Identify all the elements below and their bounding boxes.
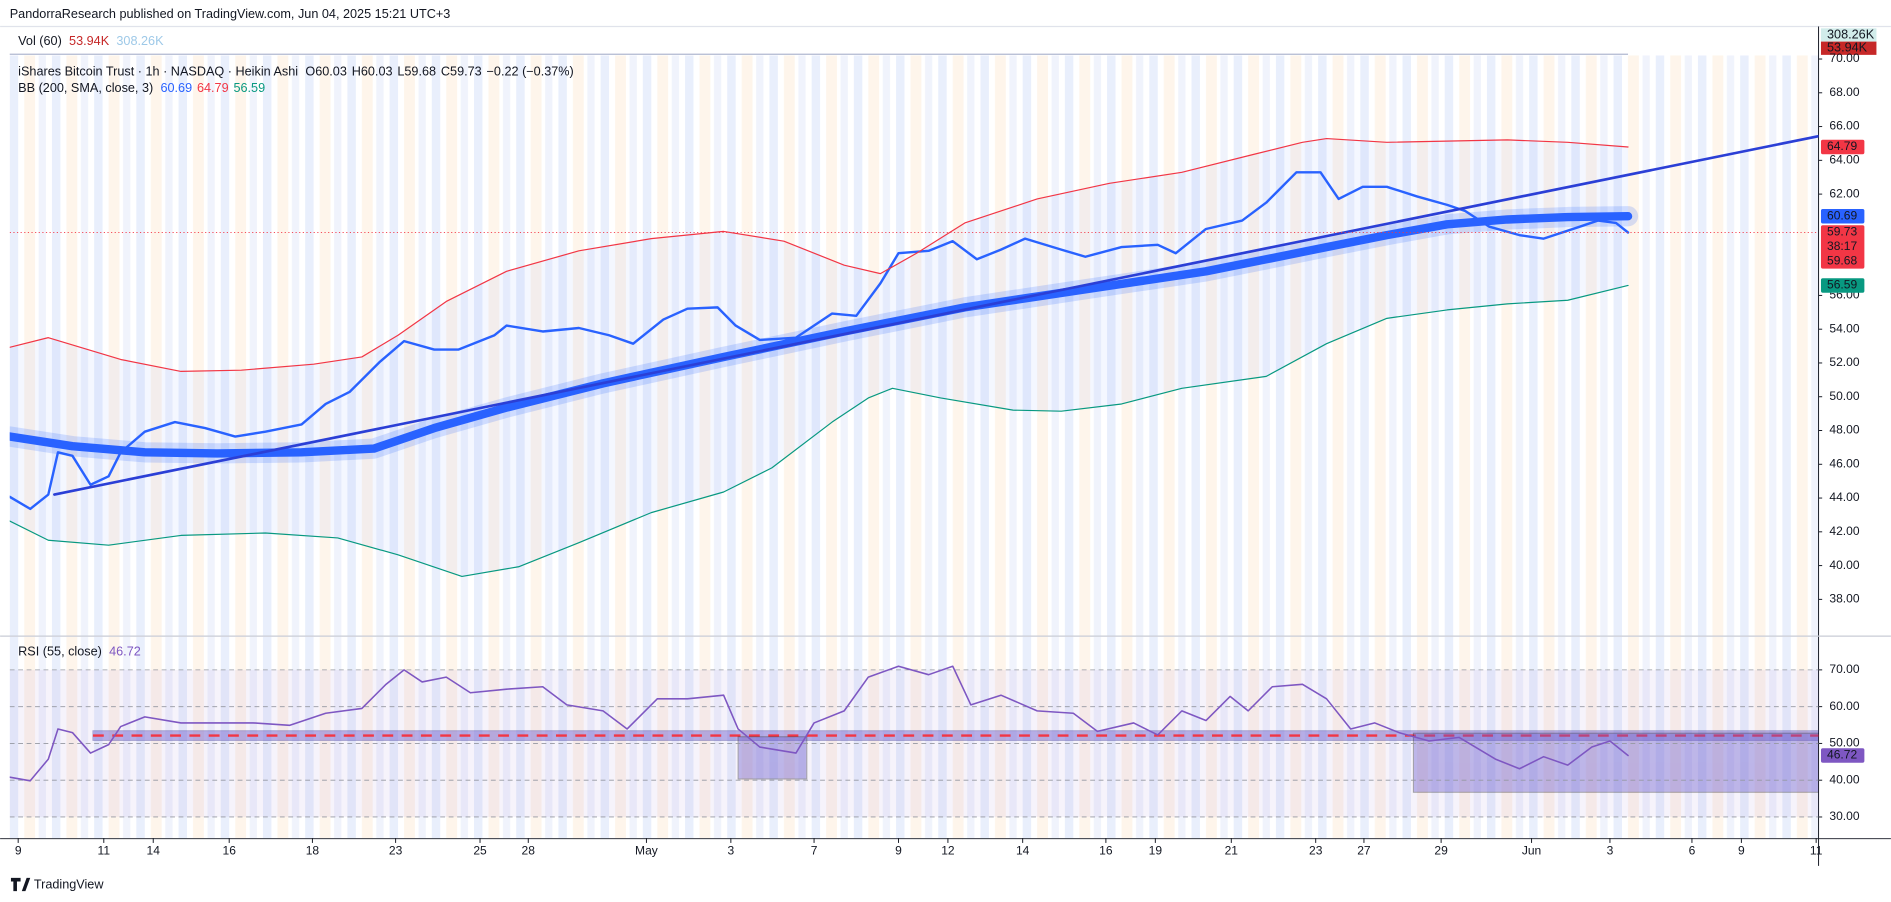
y-tick-label: 68.00 bbox=[1829, 85, 1859, 99]
x-tick-label: 11 bbox=[98, 844, 111, 858]
low-label: 59.68 bbox=[1827, 254, 1857, 268]
x-tick-label: Jun bbox=[1522, 844, 1541, 858]
y-tick-label: 38.00 bbox=[1829, 592, 1859, 606]
symbol-legend: iShares Bitcoin Trust · 1h · NASDAQ · He… bbox=[18, 65, 574, 79]
legend-value: 308.26K bbox=[116, 35, 164, 49]
axis-label-bg bbox=[1820, 278, 1865, 293]
series-line bbox=[9, 284, 1629, 578]
bb-legend: BB (200, SMA, close, 3) 60.69 64.79 56.59 bbox=[18, 82, 265, 96]
x-tick-label: 18 bbox=[306, 844, 320, 858]
x-tick-label: 9 bbox=[15, 844, 22, 858]
x-tick-label: 14 bbox=[147, 844, 161, 858]
price-axis-label: 64.79 bbox=[1827, 139, 1857, 153]
legend-value: H60.03 bbox=[352, 65, 393, 79]
legend-value: 56.59 bbox=[233, 82, 265, 96]
price-axis-label: 56.59 bbox=[1827, 278, 1857, 292]
legend-value: 60.69 bbox=[160, 82, 192, 96]
x-tick-label: 27 bbox=[1357, 844, 1371, 858]
y-tick-label: 40.00 bbox=[1829, 772, 1859, 786]
x-tick-label: 12 bbox=[941, 844, 955, 858]
session-stripes bbox=[9, 55, 1819, 636]
series-line bbox=[53, 134, 1819, 496]
x-tick-label: 3 bbox=[728, 844, 735, 858]
axis-label-bg bbox=[1820, 41, 1877, 55]
x-tick-label: 9 bbox=[895, 844, 902, 858]
axis-label-bg bbox=[1820, 748, 1865, 763]
legend-value: 46.72 bbox=[109, 645, 141, 659]
x-tick-label: 7 bbox=[811, 844, 818, 858]
y-tick-label: 40.00 bbox=[1829, 558, 1859, 572]
x-tick-label: 9 bbox=[1738, 844, 1745, 858]
y-tick-label: 70.00 bbox=[1829, 51, 1859, 65]
y-tick-label: 48.00 bbox=[1829, 423, 1859, 437]
x-tick-label: 21 bbox=[1225, 844, 1239, 858]
y-tick-label: 52.00 bbox=[1829, 355, 1859, 369]
price-axis-label: 46.72 bbox=[1827, 748, 1857, 762]
legend-value: L59.68 bbox=[397, 65, 436, 79]
y-tick-label: 64.00 bbox=[1829, 153, 1859, 167]
volume-axis-label: 53.94K bbox=[1827, 41, 1868, 55]
x-tick-label: 11 bbox=[1810, 844, 1823, 858]
y-tick-label: 42.00 bbox=[1829, 524, 1859, 538]
x-tick-label: 23 bbox=[1309, 844, 1323, 858]
x-tick-label: May bbox=[635, 844, 658, 858]
legend-value: 53.94K bbox=[69, 35, 110, 49]
x-tick-label: 28 bbox=[522, 844, 536, 858]
y-tick-label: 54.00 bbox=[1829, 321, 1859, 335]
x-tick-label: 29 bbox=[1434, 844, 1448, 858]
axis-label-bg bbox=[1820, 139, 1865, 155]
rsi-pane bbox=[9, 665, 1819, 818]
legend-value: 64.79 bbox=[197, 82, 229, 96]
x-tick-label: 16 bbox=[1099, 844, 1113, 858]
x-tick-label: 16 bbox=[223, 844, 237, 858]
volume-legend: Vol (60) 53.94K 308.26K bbox=[18, 35, 164, 49]
y-tick-label: 60.00 bbox=[1829, 699, 1859, 713]
y-tick-label: 66.00 bbox=[1829, 119, 1859, 133]
y-tick-label: 44.00 bbox=[1829, 490, 1859, 504]
volume-axis-label: 308.26K bbox=[1827, 27, 1875, 41]
bb-fill bbox=[9, 138, 1629, 577]
series-line bbox=[9, 171, 1630, 511]
legend-value: −0.22 (−0.37%) bbox=[487, 65, 574, 79]
footer-brand: TradingView bbox=[34, 877, 105, 891]
rsi-legend: RSI (55, close) 46.72 bbox=[18, 645, 141, 659]
axis-label-bg bbox=[1820, 28, 1877, 42]
legend-value: C59.73 bbox=[441, 65, 482, 79]
y-tick-label: 70.00 bbox=[1829, 662, 1859, 676]
axis-label-bg bbox=[1820, 208, 1865, 224]
x-tick-label: 25 bbox=[473, 844, 487, 858]
price-axis-label: 59.73 bbox=[1827, 225, 1857, 239]
y-tick-label: 30.00 bbox=[1829, 809, 1859, 823]
series-line bbox=[9, 137, 1629, 373]
legend-name: iShares Bitcoin Trust · 1h · NASDAQ · He… bbox=[18, 65, 298, 79]
countdown-label: 38:17 bbox=[1827, 239, 1857, 253]
legend-name: BB (200, SMA, close, 3) bbox=[18, 82, 153, 96]
y-tick-label: 50.00 bbox=[1829, 736, 1859, 750]
y-tick-label: 62.00 bbox=[1829, 186, 1859, 200]
y-tick-label: 50.00 bbox=[1829, 389, 1859, 403]
price-pane bbox=[9, 134, 1819, 578]
series-line bbox=[9, 665, 1629, 782]
x-tick-label: 19 bbox=[1149, 844, 1163, 858]
legend-name: RSI (55, close) bbox=[18, 645, 102, 659]
y-tick-label: 46.00 bbox=[1829, 456, 1859, 470]
axis-label-bg bbox=[1820, 225, 1865, 269]
x-tick-label: 23 bbox=[389, 844, 403, 858]
x-tick-label: 6 bbox=[1689, 844, 1696, 858]
legend-value: O60.03 bbox=[305, 65, 347, 79]
x-tick-label: 14 bbox=[1016, 844, 1030, 858]
published-line: PandorraResearch published on TradingVie… bbox=[10, 7, 451, 21]
x-tick-label: 3 bbox=[1607, 844, 1614, 858]
price-axis-label: 60.69 bbox=[1827, 208, 1857, 222]
series-line bbox=[9, 211, 1633, 458]
rsi-box bbox=[1412, 732, 1819, 793]
legend-name: Vol (60) bbox=[18, 35, 62, 49]
